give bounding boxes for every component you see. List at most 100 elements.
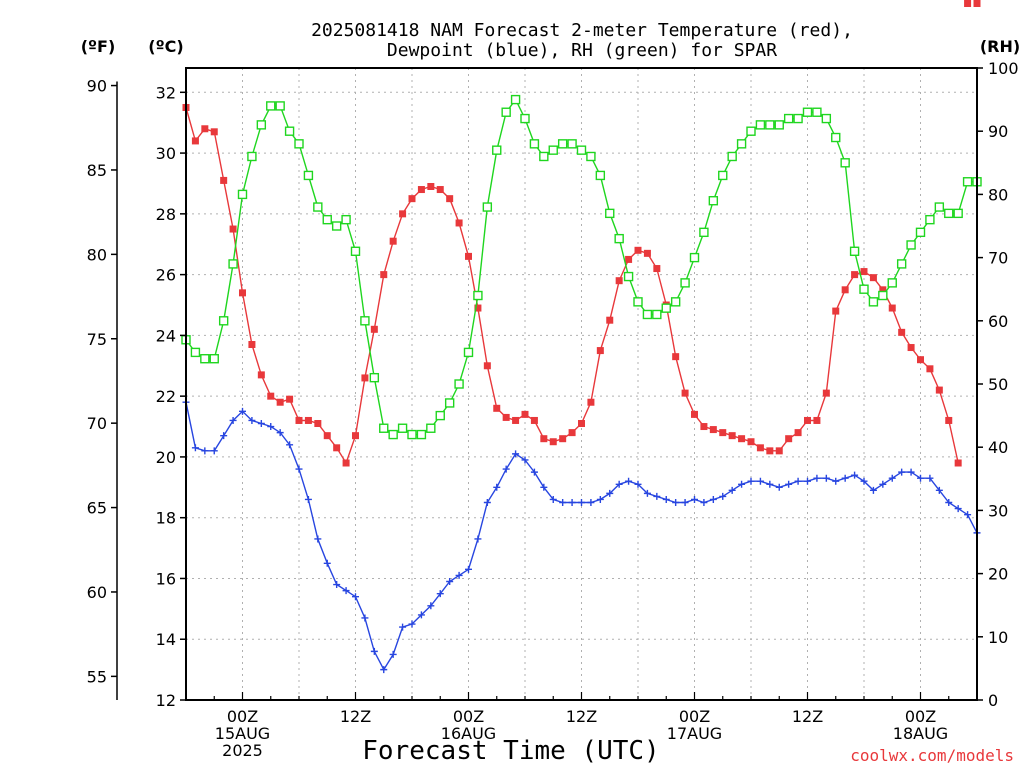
celsius-tick-label: 14 bbox=[156, 630, 176, 649]
rh-point bbox=[934, 202, 945, 212]
rh-point bbox=[360, 316, 370, 326]
dewpoint-point bbox=[898, 468, 906, 476]
rh-point bbox=[718, 170, 728, 181]
temperature-point bbox=[530, 416, 538, 424]
temperature-point bbox=[191, 137, 199, 145]
temperature-point bbox=[502, 413, 510, 421]
celsius-tick-label: 26 bbox=[156, 266, 176, 285]
dewpoint-point bbox=[832, 477, 840, 485]
rh-point bbox=[435, 410, 445, 421]
temperature-point bbox=[333, 444, 341, 452]
x-tick-label: 12Z bbox=[340, 707, 371, 726]
x-tick-label: 00Z bbox=[227, 707, 258, 726]
dewpoint-point bbox=[530, 468, 538, 476]
temperature-point bbox=[832, 307, 840, 315]
temperature-point bbox=[719, 429, 727, 437]
dewpoint-point bbox=[427, 602, 435, 610]
fahrenheit-tick-label: 70 bbox=[87, 414, 107, 433]
temperature-point bbox=[945, 416, 953, 424]
rh-point bbox=[266, 101, 276, 111]
rh-point bbox=[595, 170, 606, 181]
rh-point bbox=[859, 284, 869, 294]
watermark-text: coolwx.com/models bbox=[850, 746, 1014, 765]
temperature-point bbox=[785, 435, 793, 443]
temperature-point bbox=[860, 268, 868, 276]
rh-point bbox=[887, 278, 897, 288]
dewpoint-point bbox=[926, 474, 934, 482]
rh-point bbox=[944, 208, 954, 219]
rh-point bbox=[539, 151, 549, 162]
dew-line bbox=[185, 402, 978, 672]
dewpoint-point bbox=[568, 499, 576, 506]
dewpoint-point bbox=[785, 480, 793, 488]
rh-point bbox=[501, 107, 511, 117]
celsius-tick-label: 28 bbox=[156, 205, 176, 224]
rh-point bbox=[482, 202, 493, 212]
dewpoint-point bbox=[257, 420, 265, 427]
rh-point bbox=[708, 196, 719, 206]
rh-point bbox=[313, 202, 323, 212]
dewpoint-point bbox=[709, 495, 717, 503]
temperature-point bbox=[738, 435, 746, 443]
temperature-point bbox=[954, 459, 962, 467]
temperature-point bbox=[370, 325, 378, 333]
temperature-point bbox=[841, 286, 849, 294]
rh-point bbox=[868, 297, 879, 307]
x-tick-label: 12Z bbox=[566, 707, 597, 726]
temperature-point bbox=[700, 423, 708, 431]
dewpoint-point bbox=[417, 611, 425, 619]
temperature-point bbox=[851, 271, 859, 279]
rh-point bbox=[256, 120, 267, 130]
dewpoint-point bbox=[804, 477, 811, 485]
dewpoint-point bbox=[615, 480, 623, 488]
dewpoint-point bbox=[964, 511, 972, 519]
rh-point bbox=[397, 423, 408, 433]
x-tick-label: 16AUG bbox=[441, 724, 496, 743]
rh-point bbox=[510, 94, 521, 105]
dewpoint-point bbox=[229, 416, 237, 424]
temperature-point bbox=[907, 344, 915, 352]
dewpoint-point bbox=[502, 465, 510, 473]
temperature-point bbox=[596, 347, 604, 355]
fahrenheit-axis: 55 60 65 70 75 80 85 90 bbox=[87, 77, 118, 700]
rh-point bbox=[369, 372, 380, 383]
rh-point bbox=[284, 126, 295, 136]
dewpoint-point bbox=[370, 647, 378, 655]
dewpoint-point bbox=[304, 495, 312, 503]
rh-point bbox=[209, 354, 219, 364]
x-tick-label: 00Z bbox=[453, 707, 484, 726]
temperature-point bbox=[474, 304, 482, 312]
dewpoint-point bbox=[220, 432, 228, 440]
dewpoint-point bbox=[210, 447, 218, 455]
dewpoint-point bbox=[775, 483, 783, 491]
dewpoint-point bbox=[681, 499, 689, 506]
celsius-tick-label: 22 bbox=[156, 387, 176, 406]
rh-point bbox=[473, 290, 483, 301]
dewpoint-point bbox=[691, 495, 698, 503]
dewpoint-point bbox=[342, 587, 350, 595]
rh-point bbox=[557, 139, 568, 149]
rh-point bbox=[237, 189, 248, 200]
temperature-point bbox=[559, 435, 567, 443]
celsius-tick-label: 20 bbox=[156, 448, 176, 467]
rh-point bbox=[520, 113, 530, 124]
temperature-point bbox=[436, 186, 444, 194]
temperature-point bbox=[926, 365, 934, 373]
rh-point bbox=[689, 252, 700, 263]
dewpoint-point bbox=[945, 499, 953, 506]
temperature-point bbox=[756, 444, 764, 452]
temperature-point bbox=[964, 0, 972, 7]
rh-point bbox=[454, 379, 464, 389]
dewpoint-point bbox=[728, 486, 736, 494]
x-tick-label: 00Z bbox=[679, 707, 710, 726]
rh-point bbox=[746, 126, 756, 136]
dewpoint-point bbox=[653, 492, 661, 500]
rh-tick-label: 70 bbox=[988, 249, 1008, 268]
dewpoint-point bbox=[822, 474, 830, 482]
dewpoint-point bbox=[436, 590, 444, 598]
rh-axis: 0 10 20 30 40 50 60 70 80 90 100 bbox=[977, 59, 1019, 710]
rh-point bbox=[821, 113, 832, 124]
temperature-point bbox=[625, 255, 633, 263]
rh-point bbox=[755, 120, 766, 130]
rh-tick-label: 30 bbox=[988, 501, 1008, 520]
